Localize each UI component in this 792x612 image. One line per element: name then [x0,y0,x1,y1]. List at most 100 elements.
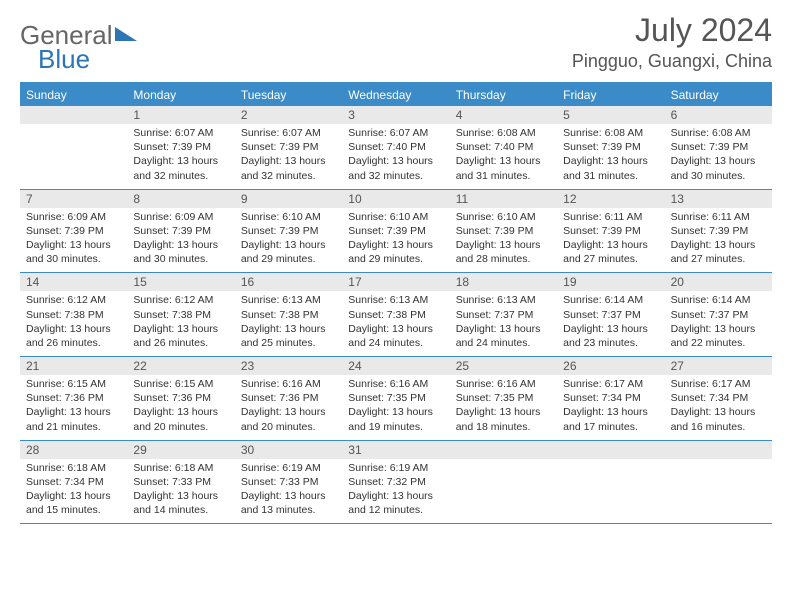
daylight-text: Daylight: 13 hours and 29 minutes. [348,238,443,266]
daylight-text: Daylight: 13 hours and 20 minutes. [133,405,228,433]
sunset-text: Sunset: 7:38 PM [26,308,121,322]
sunrise-text: Sunrise: 6:14 AM [671,293,766,307]
day-number: 1 [127,106,234,124]
day-number: 14 [20,273,127,291]
daylight-text: Daylight: 13 hours and 22 minutes. [671,322,766,350]
sunrise-text: Sunrise: 6:13 AM [456,293,551,307]
daylight-text: Daylight: 13 hours and 25 minutes. [241,322,336,350]
sunrise-text: Sunrise: 6:17 AM [563,377,658,391]
day-data [557,459,664,524]
day-data: Sunrise: 6:11 AMSunset: 7:39 PMDaylight:… [665,208,772,273]
week-row: 78910111213Sunrise: 6:09 AMSunset: 7:39 … [20,190,772,274]
daylight-text: Daylight: 13 hours and 30 minutes. [26,238,121,266]
daylight-text: Daylight: 13 hours and 30 minutes. [133,238,228,266]
day-data: Sunrise: 6:13 AMSunset: 7:37 PMDaylight:… [450,291,557,356]
week-row: 123456Sunrise: 6:07 AMSunset: 7:39 PMDay… [20,106,772,190]
sunrise-text: Sunrise: 6:09 AM [26,210,121,224]
day-data: Sunrise: 6:19 AMSunset: 7:32 PMDaylight:… [342,459,449,524]
sunset-text: Sunset: 7:37 PM [671,308,766,322]
sunset-text: Sunset: 7:38 PM [241,308,336,322]
sunrise-text: Sunrise: 6:08 AM [456,126,551,140]
day-number: 22 [127,357,234,375]
daylight-text: Daylight: 13 hours and 31 minutes. [456,154,551,182]
daylight-text: Daylight: 13 hours and 26 minutes. [26,322,121,350]
day-number: 30 [235,441,342,459]
day-number: 13 [665,190,772,208]
day-data: Sunrise: 6:09 AMSunset: 7:39 PMDaylight:… [20,208,127,273]
sunset-text: Sunset: 7:34 PM [26,475,121,489]
sunrise-text: Sunrise: 6:15 AM [133,377,228,391]
day-data: Sunrise: 6:13 AMSunset: 7:38 PMDaylight:… [235,291,342,356]
day-data: Sunrise: 6:16 AMSunset: 7:35 PMDaylight:… [342,375,449,440]
sunset-text: Sunset: 7:39 PM [241,140,336,154]
logo-triangle-icon [115,27,137,41]
sunrise-text: Sunrise: 6:07 AM [133,126,228,140]
sunrise-text: Sunrise: 6:15 AM [26,377,121,391]
sunset-text: Sunset: 7:35 PM [456,391,551,405]
day-data: Sunrise: 6:10 AMSunset: 7:39 PMDaylight:… [235,208,342,273]
month-title: July 2024 [572,12,772,49]
day-data [20,124,127,189]
day-data: Sunrise: 6:07 AMSunset: 7:39 PMDaylight:… [235,124,342,189]
day-data: Sunrise: 6:14 AMSunset: 7:37 PMDaylight:… [557,291,664,356]
daylight-text: Daylight: 13 hours and 30 minutes. [671,154,766,182]
sunset-text: Sunset: 7:33 PM [133,475,228,489]
day-number: 9 [235,190,342,208]
day-data: Sunrise: 6:10 AMSunset: 7:39 PMDaylight:… [450,208,557,273]
dow-thursday: Thursday [450,84,557,106]
day-data: Sunrise: 6:18 AMSunset: 7:34 PMDaylight:… [20,459,127,524]
logo-text-2: Blue [38,44,90,75]
day-data: Sunrise: 6:08 AMSunset: 7:39 PMDaylight:… [557,124,664,189]
daylight-text: Daylight: 13 hours and 15 minutes. [26,489,121,517]
sunrise-text: Sunrise: 6:16 AM [348,377,443,391]
sunrise-text: Sunrise: 6:14 AM [563,293,658,307]
daylight-text: Daylight: 13 hours and 24 minutes. [456,322,551,350]
day-number: 2 [235,106,342,124]
day-data: Sunrise: 6:17 AMSunset: 7:34 PMDaylight:… [665,375,772,440]
daylight-text: Daylight: 13 hours and 20 minutes. [241,405,336,433]
location-text: Pingguo, Guangxi, China [572,51,772,72]
daylight-text: Daylight: 13 hours and 26 minutes. [133,322,228,350]
day-number: 3 [342,106,449,124]
day-number: 12 [557,190,664,208]
sunrise-text: Sunrise: 6:07 AM [241,126,336,140]
daylight-text: Daylight: 13 hours and 27 minutes. [671,238,766,266]
sunset-text: Sunset: 7:39 PM [563,140,658,154]
daylight-text: Daylight: 13 hours and 14 minutes. [133,489,228,517]
sunrise-text: Sunrise: 6:10 AM [241,210,336,224]
day-data: Sunrise: 6:14 AMSunset: 7:37 PMDaylight:… [665,291,772,356]
daylight-text: Daylight: 13 hours and 28 minutes. [456,238,551,266]
title-block: July 2024 Pingguo, Guangxi, China [572,12,772,72]
daylight-text: Daylight: 13 hours and 29 minutes. [241,238,336,266]
day-data [450,459,557,524]
day-data: Sunrise: 6:15 AMSunset: 7:36 PMDaylight:… [127,375,234,440]
day-number [450,441,557,459]
day-number: 23 [235,357,342,375]
day-data: Sunrise: 6:12 AMSunset: 7:38 PMDaylight:… [127,291,234,356]
day-data: Sunrise: 6:08 AMSunset: 7:39 PMDaylight:… [665,124,772,189]
sunrise-text: Sunrise: 6:08 AM [671,126,766,140]
day-number: 16 [235,273,342,291]
sunrise-text: Sunrise: 6:13 AM [241,293,336,307]
daylight-text: Daylight: 13 hours and 18 minutes. [456,405,551,433]
sunrise-text: Sunrise: 6:18 AM [26,461,121,475]
daylight-text: Daylight: 13 hours and 24 minutes. [348,322,443,350]
dow-saturday: Saturday [665,84,772,106]
sunset-text: Sunset: 7:40 PM [348,140,443,154]
day-number: 26 [557,357,664,375]
day-data [665,459,772,524]
sunrise-text: Sunrise: 6:07 AM [348,126,443,140]
sunrise-text: Sunrise: 6:10 AM [456,210,551,224]
daylight-text: Daylight: 13 hours and 19 minutes. [348,405,443,433]
sunrise-text: Sunrise: 6:09 AM [133,210,228,224]
daylight-text: Daylight: 13 hours and 32 minutes. [348,154,443,182]
day-data: Sunrise: 6:15 AMSunset: 7:36 PMDaylight:… [20,375,127,440]
sunrise-text: Sunrise: 6:10 AM [348,210,443,224]
sunset-text: Sunset: 7:39 PM [241,224,336,238]
daylight-text: Daylight: 13 hours and 23 minutes. [563,322,658,350]
dow-wednesday: Wednesday [342,84,449,106]
day-data: Sunrise: 6:11 AMSunset: 7:39 PMDaylight:… [557,208,664,273]
day-number: 20 [665,273,772,291]
day-data: Sunrise: 6:19 AMSunset: 7:33 PMDaylight:… [235,459,342,524]
sunset-text: Sunset: 7:36 PM [241,391,336,405]
